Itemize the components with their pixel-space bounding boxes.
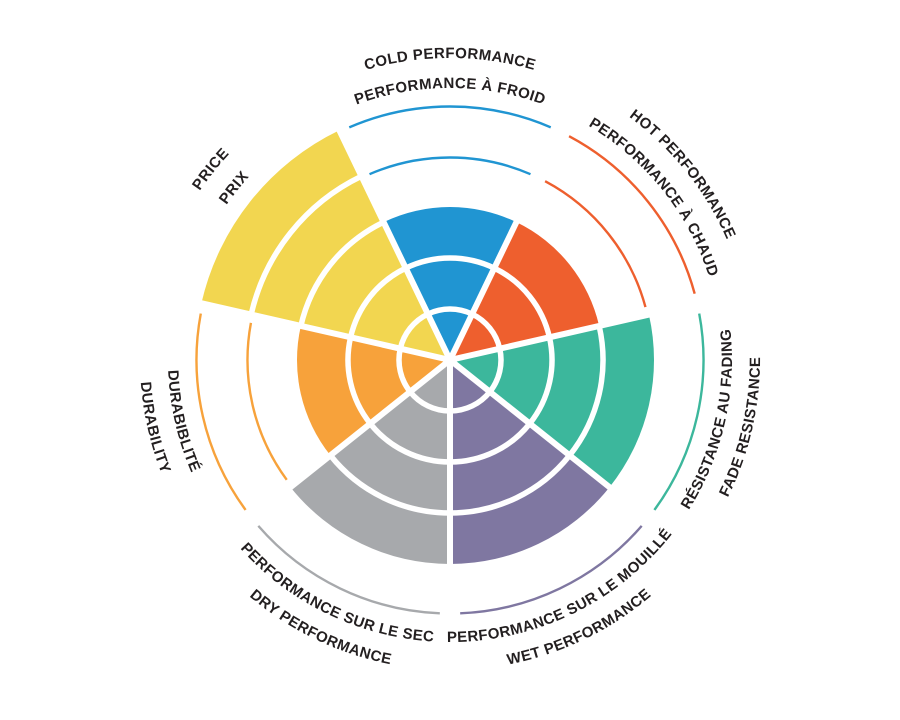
ring-divider-dry-performance-level-3 xyxy=(328,453,451,516)
remaining-level-arc-wet-performance-level-5 xyxy=(460,525,643,615)
ring-divider-wet-performance-level-1 xyxy=(449,390,493,414)
remaining-level-arc-durability-level-5 xyxy=(195,313,247,511)
remaining-level-arc-dry-performance-level-5 xyxy=(257,525,440,615)
chart-label-cold-performance-en: COLD PERFORMANCE xyxy=(362,45,537,74)
ring-divider-fade-resistance-level-3 xyxy=(567,325,606,458)
sector-gap-line-1 xyxy=(449,298,707,363)
ring-divider-hot-performance-level-1 xyxy=(470,311,503,350)
ring-divider-price-level-1 xyxy=(397,311,430,350)
sector-gap-line-6 xyxy=(333,122,453,362)
chart-ring-dividers xyxy=(248,173,606,516)
sector-price xyxy=(201,130,450,360)
remaining-level-arc-durability-level-4 xyxy=(246,322,288,481)
sector-gap-line-4 xyxy=(243,357,452,526)
remaining-level-arc-fade-resistance-level-5 xyxy=(653,313,705,511)
remaining-level-arc-cold-performance-level-4 xyxy=(369,156,531,176)
ring-divider-hot-performance-level-2 xyxy=(493,265,553,338)
sector-gap-line-2 xyxy=(448,357,657,526)
remaining-level-arc-cold-performance-level-5 xyxy=(348,105,552,129)
ring-divider-dry-performance-level-1 xyxy=(407,390,451,414)
sector-durability xyxy=(297,325,450,456)
remaining-level-arc-hot-performance-level-5 xyxy=(568,135,696,295)
chart-label-cold-performance-fr: PERFORMANCE À FROID xyxy=(352,75,548,108)
remaining-level-arc-hot-performance-level-4 xyxy=(544,180,647,308)
ring-divider-durability-level-1 xyxy=(396,348,413,394)
ring-divider-dry-performance-level-2 xyxy=(368,421,451,465)
ring-divider-price-level-2 xyxy=(347,265,407,338)
sector-dry-performance xyxy=(290,360,450,564)
ring-divider-price-level-3 xyxy=(298,219,385,327)
chart-sectors xyxy=(201,130,655,564)
ring-divider-wet-performance-level-3 xyxy=(449,453,572,516)
ring-divider-fade-resistance-level-1 xyxy=(487,348,504,394)
chart-remaining-level-arcs xyxy=(195,105,705,615)
chart-sector-gaps xyxy=(193,122,707,622)
ring-divider-price-level-4 xyxy=(248,173,363,316)
ring-divider-fade-resistance-level-2 xyxy=(527,336,555,426)
ring-divider-wet-performance-level-2 xyxy=(449,421,532,465)
sector-gap-line-0 xyxy=(447,122,567,362)
ring-divider-cold-performance-level-2 xyxy=(404,255,496,271)
sector-wet-performance xyxy=(450,360,610,564)
ring-divider-cold-performance-level-1 xyxy=(426,306,474,317)
sector-gap-line-5 xyxy=(193,298,451,363)
ring-divider-durability-level-2 xyxy=(345,336,373,426)
sector-cold-performance xyxy=(383,207,517,360)
chart-label-price-fr: PRIX xyxy=(216,168,252,208)
